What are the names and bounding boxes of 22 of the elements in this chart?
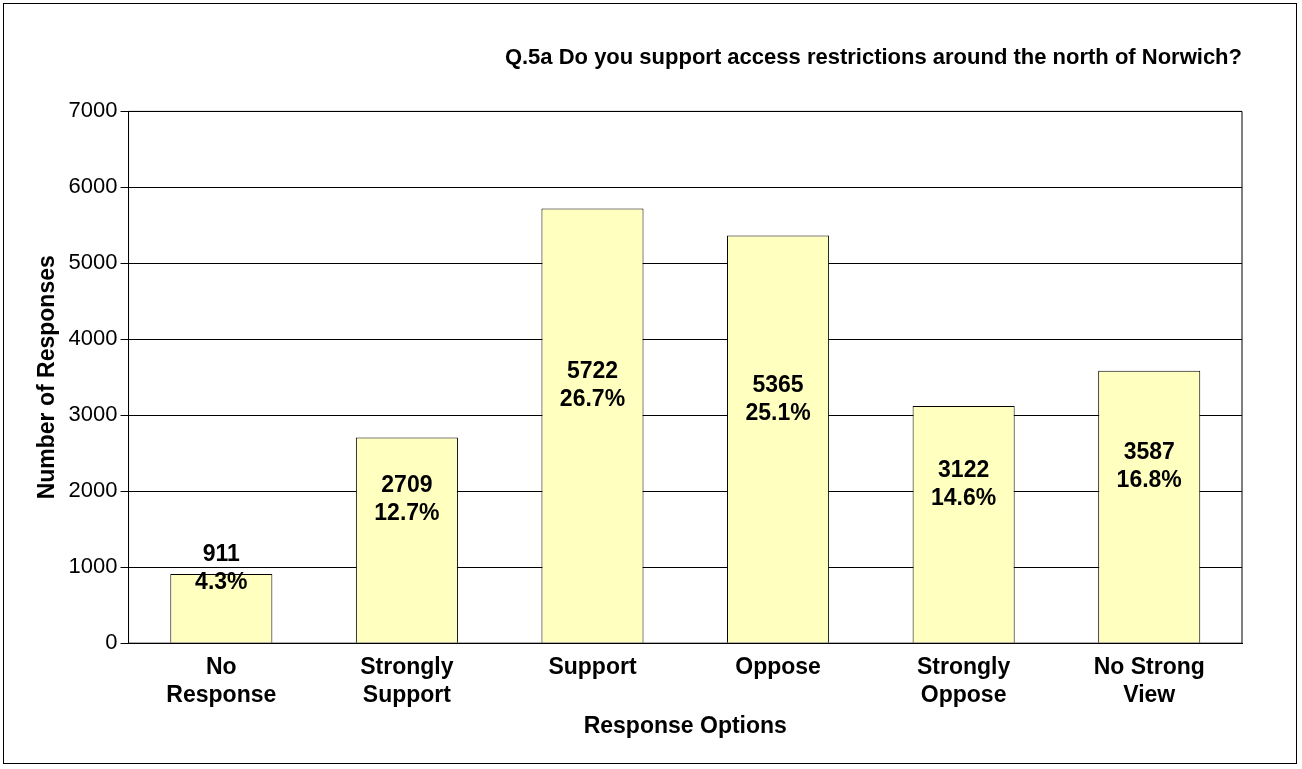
y-tick-label: 7000 (68, 97, 118, 123)
data-label: 3587 16.8% (1116, 438, 1182, 493)
data-label: 5365 25.1% (745, 370, 811, 425)
x-axis-title: Response Options (583, 711, 787, 738)
y-tick-label: 3000 (68, 401, 118, 427)
y-tick-label: 1000 (68, 553, 118, 579)
x-tick-label: Oppose (735, 653, 821, 680)
data-label: 2709 12.7% (374, 471, 440, 526)
data-label: 3122 14.6% (931, 455, 997, 510)
x-tick-label: Support (548, 653, 637, 680)
y-tick-label: 5000 (68, 249, 118, 275)
y-tick-label: 4000 (68, 325, 118, 351)
y-tick-label: 6000 (68, 173, 118, 199)
x-tick-label: Strongly Oppose (916, 653, 1011, 707)
y-tick-label: 2000 (68, 477, 118, 503)
x-tick-label: No Response (166, 653, 277, 707)
data-label: 5722 26.7% (559, 356, 626, 411)
chart-title: Q.5a Do you support access restrictions around the north of Norwich? (504, 44, 1242, 70)
y-axis-title: Number of Responses (33, 255, 60, 500)
x-tick-label: Strongly Support (360, 653, 454, 707)
x-tick-label: No Strong View (1093, 653, 1205, 707)
y-tick-label: 0 (105, 629, 118, 655)
